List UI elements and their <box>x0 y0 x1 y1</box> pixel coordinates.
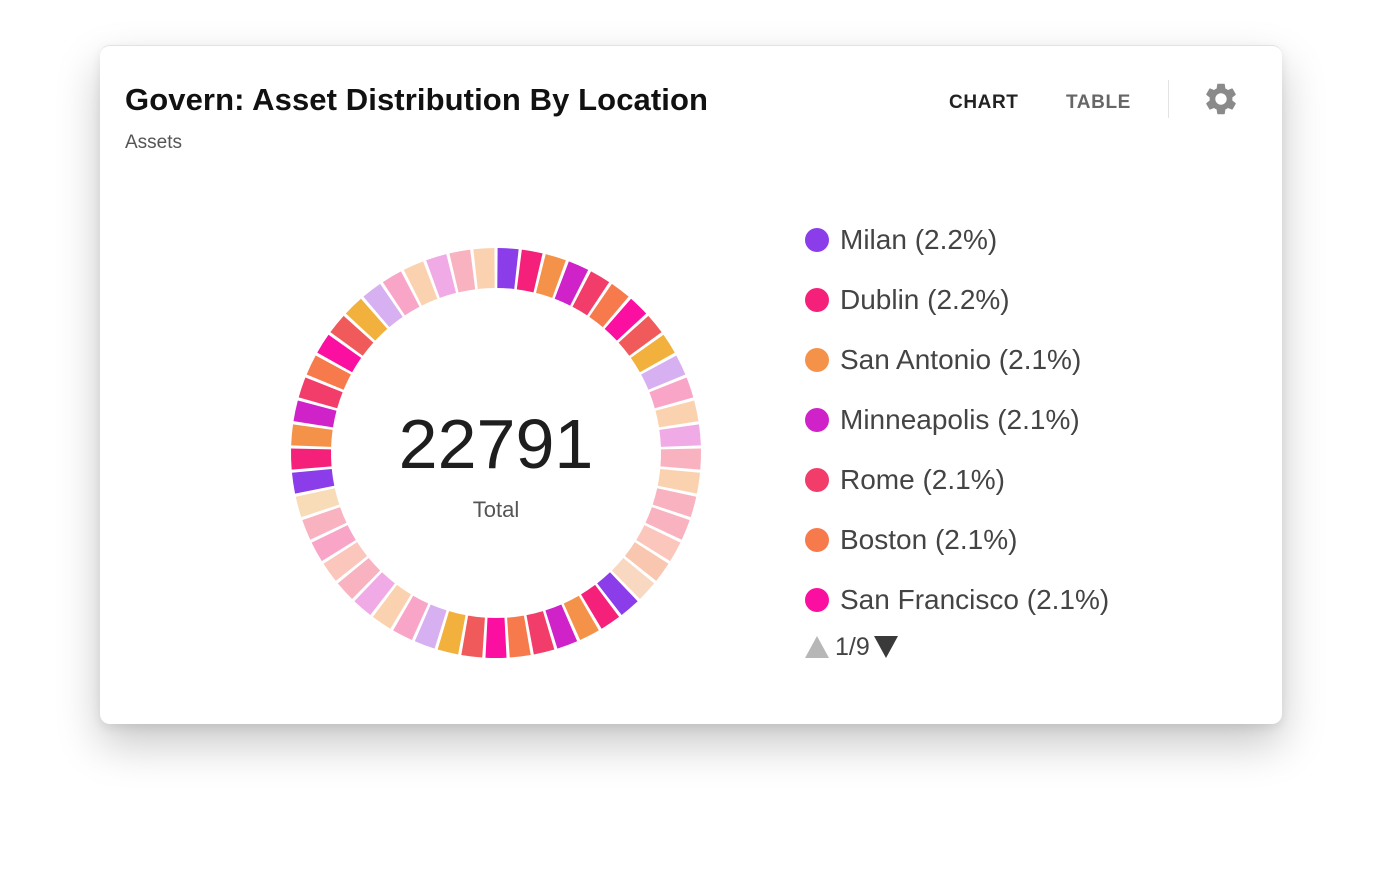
gear-icon <box>1206 83 1236 115</box>
donut-slice[interactable] <box>655 400 699 428</box>
donut-slice[interactable] <box>657 468 701 494</box>
widget-title: Govern: Asset Distribution By Location <box>125 82 709 117</box>
donut-slice[interactable] <box>624 542 669 581</box>
donut-slice[interactable] <box>507 615 531 658</box>
donut-slice[interactable] <box>545 604 578 649</box>
donut-slice[interactable] <box>497 248 519 290</box>
donut-slice[interactable] <box>630 334 675 373</box>
triangle-up-icon[interactable] <box>805 636 829 658</box>
legend-pager: 1/9 <box>805 632 898 662</box>
donut-slice[interactable] <box>526 611 555 655</box>
tab-chart[interactable]: CHART <box>949 92 1019 113</box>
legend-label: Milan (2.2%) <box>840 224 998 255</box>
donut-slice[interactable] <box>473 248 495 290</box>
donut-slice[interactable] <box>291 468 335 494</box>
donut-slice[interactable] <box>291 424 333 447</box>
donut-slice[interactable] <box>311 525 356 562</box>
donut-slice[interactable] <box>536 254 566 298</box>
legend-color-dot <box>805 228 829 252</box>
legend-color-dot <box>805 348 829 372</box>
widget-card: Govern: Asset Distribution By Location A… <box>100 45 1282 724</box>
donut-slice[interactable] <box>618 315 662 356</box>
donut-slice[interactable] <box>426 254 456 298</box>
legend-item[interactable]: San Antonio (2.1%) <box>805 330 1109 390</box>
widget-subtitle: Assets <box>125 132 183 153</box>
donut-slice[interactable] <box>449 249 476 293</box>
legend-item[interactable]: Rome (2.1%) <box>805 450 1109 510</box>
donut-chart: 22791 Total <box>270 227 722 679</box>
donut-slice[interactable] <box>485 617 507 658</box>
donut-slice[interactable] <box>554 261 589 306</box>
donut-slice[interactable] <box>652 488 697 518</box>
donut-slice[interactable] <box>293 400 337 428</box>
donut-slice[interactable] <box>291 448 332 470</box>
donut-slice[interactable] <box>437 611 466 655</box>
legend-label: Minneapolis (2.1%) <box>840 404 1080 435</box>
legend-label: San Francisco (2.1%) <box>840 584 1110 615</box>
donut-slice[interactable] <box>636 525 681 562</box>
total-label: Total <box>472 497 520 522</box>
triangle-down-icon[interactable] <box>873 636 898 658</box>
legend-color-dot <box>805 288 829 312</box>
donut-slice[interactable] <box>581 584 620 629</box>
donut-slice[interactable] <box>330 315 374 356</box>
chart-legend: Milan (2.2%) Dublin (2.2%) San Antonio (2.… <box>805 210 1109 630</box>
donut-slice[interactable] <box>354 572 395 615</box>
donut-slice[interactable] <box>393 595 429 640</box>
pager-text: 1/9 <box>835 632 870 661</box>
donut-slice[interactable] <box>317 334 362 373</box>
legend-color-dot <box>805 528 829 552</box>
legend-label: San Antonio (2.1%) <box>840 344 1082 375</box>
donut-slice[interactable] <box>337 557 381 599</box>
donut-slice[interactable] <box>572 271 610 316</box>
donut-slice[interactable] <box>659 424 701 447</box>
legend-item[interactable]: Dublin (2.2%) <box>805 270 1109 330</box>
donut-slice[interactable] <box>403 261 438 306</box>
donut-slice[interactable] <box>641 355 686 390</box>
legend-color-dot <box>805 408 829 432</box>
donut-slice[interactable] <box>611 557 655 599</box>
settings-button[interactable] <box>1202 80 1240 118</box>
legend-item[interactable]: Minneapolis (2.1%) <box>805 390 1109 450</box>
header-divider <box>1168 80 1169 118</box>
donut-slice[interactable] <box>597 572 638 615</box>
donut-slice[interactable] <box>563 595 599 640</box>
legend-label: Boston (2.1%) <box>840 524 1018 555</box>
legend-item[interactable]: San Francisco (2.1%) <box>805 570 1109 630</box>
donut-slice[interactable] <box>323 542 368 581</box>
legend-label: Dublin (2.2%) <box>840 284 1010 315</box>
donut-slice[interactable] <box>382 271 420 316</box>
legend-color-dot <box>805 468 829 492</box>
donut-slice[interactable] <box>589 283 629 328</box>
donut-slice[interactable] <box>604 298 647 341</box>
donut-slice[interactable] <box>295 488 340 518</box>
donut-slice[interactable] <box>306 355 351 390</box>
donut-slice[interactable] <box>345 298 388 341</box>
donut-slice[interactable] <box>516 249 543 293</box>
legend-item[interactable]: Milan (2.2%) <box>805 210 1109 270</box>
donut-slice[interactable] <box>298 377 343 409</box>
donut-slice[interactable] <box>645 507 690 540</box>
legend-item[interactable]: Boston (2.1%) <box>805 510 1109 570</box>
tab-table[interactable]: TABLE <box>1066 92 1131 113</box>
donut-slice[interactable] <box>363 283 403 328</box>
donut-slice[interactable] <box>461 615 485 658</box>
donut-slice[interactable] <box>372 584 411 629</box>
donut-ring <box>291 248 701 658</box>
legend-color-dot <box>805 588 829 612</box>
donut-slice[interactable] <box>414 604 447 649</box>
total-value: 22791 <box>398 405 594 483</box>
donut-slice[interactable] <box>302 507 347 540</box>
legend-label: Rome (2.1%) <box>840 464 1005 495</box>
donut-slice[interactable] <box>649 377 694 409</box>
donut-slice[interactable] <box>660 448 701 470</box>
